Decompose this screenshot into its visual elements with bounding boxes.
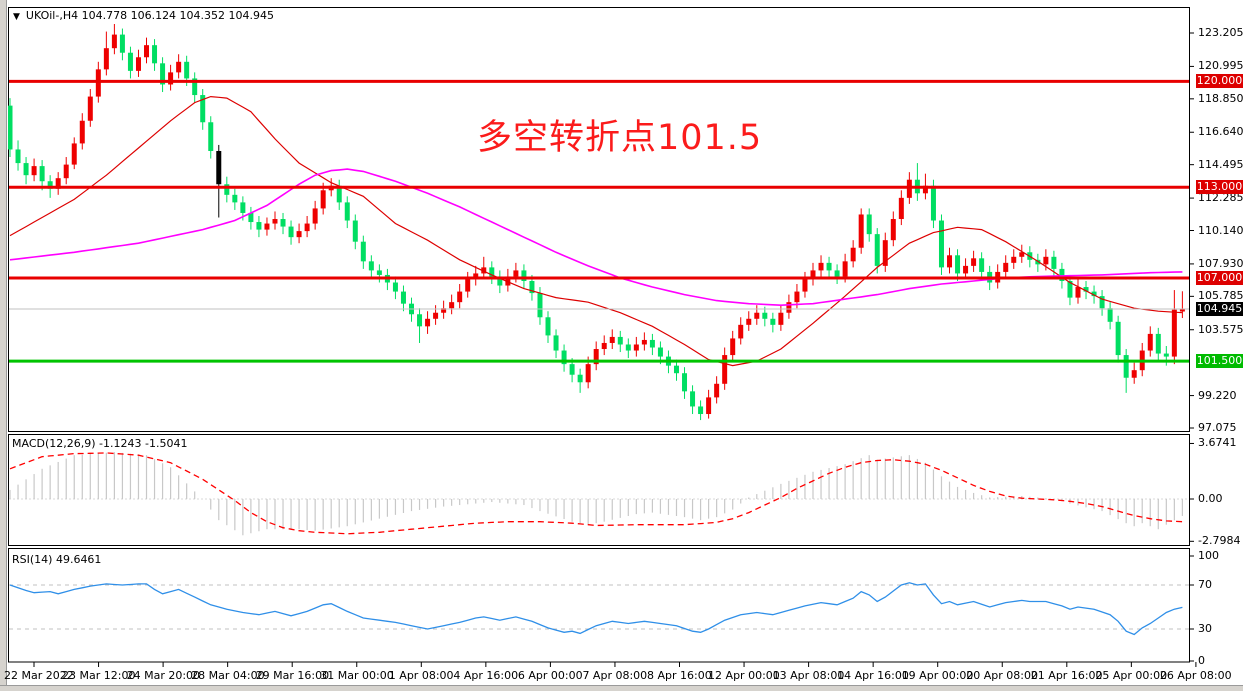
price-level-badge: 120.000 [1196,74,1243,89]
time-tick-label: 7 Apr 08:00 [582,669,648,682]
time-tick-label: 20 Apr 08:00 [966,669,1038,682]
candlestick-series [8,24,1185,421]
price-tick-label: 116.640 [1198,125,1243,139]
macd-tick-label: 3.6741 [1198,436,1237,450]
window-left-edge [0,0,7,691]
time-tick-label: 31 Mar 00:00 [320,669,394,682]
time-tick-label: 1 Apr 08:00 [388,669,454,682]
rsi-tick-label: 70 [1198,578,1212,591]
price-level-badge: 104.945 [1196,302,1243,317]
time-tick-label: 29 Mar 16:00 [255,669,330,682]
macd-panel [9,452,1189,536]
time-tick-label: 24 Mar 20:00 [126,669,201,682]
window-bottom-edge [0,685,1243,691]
price-tick-label: 103.575 [1198,322,1243,336]
panel-splitter[interactable] [8,546,1190,549]
price-level-badge: 113.000 [1196,180,1243,195]
rsi-tick-label: 100 [1198,549,1219,562]
rsi-indicator-label: RSI(14) 49.6461 [12,553,102,566]
chart-title-bar: ▼ UKOil-,H4 104.778 106.124 104.352 104.9… [13,9,274,22]
ma-magenta-line [9,168,1183,307]
price-tick-label: 97.075 [1198,421,1237,434]
rsi-panel [9,582,1189,636]
price-level-badge: 101.500 [1196,354,1243,369]
time-tick-label: 23 Mar 12:00 [62,669,136,682]
time-tick-label: 8 Apr 16:00 [647,669,712,682]
price-tick-label: 120.995 [1198,59,1243,73]
rsi-line [9,582,1183,636]
symbol-ohlc-readout: UKOil-,H4 104.778 106.124 104.352 104.94… [25,9,275,22]
price-tick-label: 123.205 [1198,26,1243,39]
time-tick-label: 25 Apr 00:00 [1095,669,1168,682]
time-tick-label: 28 Mar 04:00 [191,669,265,682]
price-tick-label: 118.850 [1198,91,1243,105]
price-tick-label: 114.495 [1198,157,1243,171]
chart-annotation-text: 多空转折点101.5 [477,118,763,158]
macd-tick-label: 0.00 [1198,492,1223,505]
price-tick-label: 99.220 [1198,388,1237,402]
time-tick-label: 6 Apr 00:00 [517,669,583,682]
panel-splitter[interactable] [8,431,1190,434]
price-tick-label: 105.785 [1198,289,1243,303]
main-price-panel [8,24,1189,421]
time-tick-label: 22 Mar 2022 [4,669,74,682]
macd-signal-line [9,452,1183,535]
time-tick-label: 14 Apr 16:00 [837,669,909,682]
macd-tick-label: -2.7984 [1198,534,1241,548]
time-tick-label: 13 Apr 08:00 [772,669,845,682]
price-tick-label: 110.140 [1198,223,1243,237]
time-tick-label: 12 Apr 00:00 [708,669,780,682]
price-tick-label: 107.930 [1198,256,1243,270]
rsi-tick-label: 0 [1198,654,1205,667]
chevron-down-icon[interactable]: ▼ [13,12,20,22]
time-tick-label: 4 Apr 16:00 [453,669,519,682]
rsi-tick-label: 30 [1198,622,1212,635]
time-tick-label: 26 Apr 08:00 [1159,669,1232,682]
ma-red-line [9,95,1183,367]
time-tick-label: 19 Apr 00:00 [901,669,974,682]
time-tick-label: 21 Apr 16:00 [1030,669,1103,682]
price-tick-label: 112.285 [1198,191,1243,205]
macd-indicator-label: MACD(12,26,9) -1.1243 -1.5041 [12,437,188,450]
price-level-badge: 107.000 [1196,270,1243,285]
